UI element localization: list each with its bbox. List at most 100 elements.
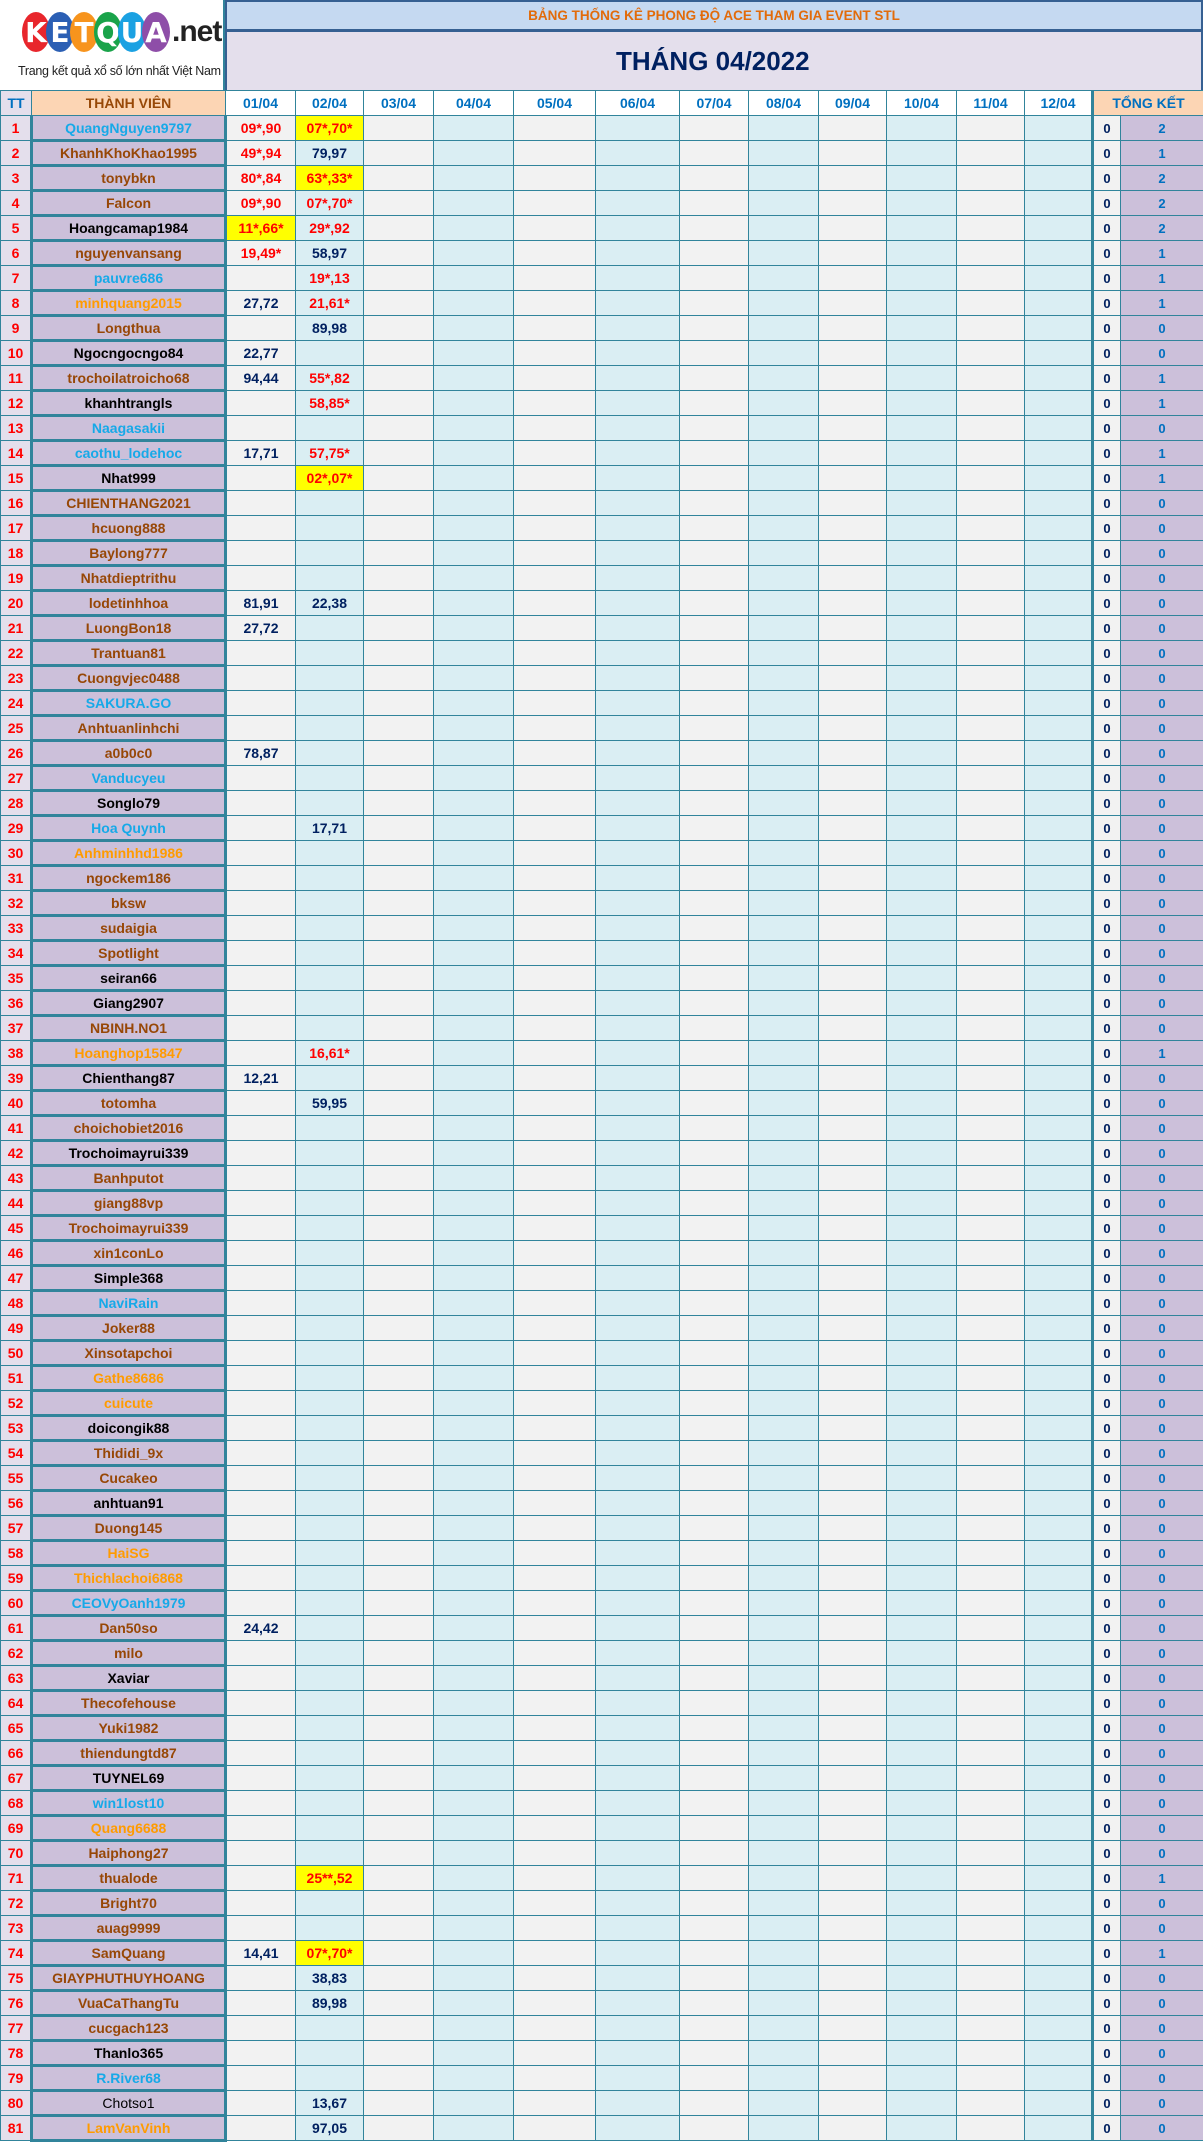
day-result-cell[interactable] — [513, 1490, 596, 1516]
member-name[interactable]: Thanlo365 — [31, 2040, 227, 2067]
day-result-cell[interactable] — [956, 1865, 1025, 1891]
day-result-cell[interactable] — [225, 715, 296, 741]
day-result-cell[interactable] — [1024, 1415, 1093, 1441]
day-result-cell[interactable] — [595, 1665, 680, 1691]
day-result-cell[interactable] — [595, 1940, 680, 1966]
day-result-cell[interactable] — [748, 840, 819, 866]
day-result-cell[interactable] — [595, 1490, 680, 1516]
day-result-cell[interactable] — [225, 565, 296, 591]
day-result-cell[interactable] — [679, 765, 749, 791]
day-result-cell[interactable] — [1024, 2065, 1093, 2091]
day-result-cell[interactable] — [433, 940, 514, 966]
day-result-cell[interactable] — [513, 1040, 596, 1066]
day-result-cell[interactable] — [679, 790, 749, 816]
day-result-cell[interactable] — [748, 1390, 819, 1416]
day-result-cell[interactable] — [679, 1465, 749, 1491]
day-result-cell[interactable] — [433, 1315, 514, 1341]
day-result-cell[interactable] — [363, 1290, 434, 1316]
day-result-cell[interactable] — [295, 565, 364, 591]
day-result-cell[interactable] — [363, 1540, 434, 1566]
day-result-cell[interactable] — [748, 1340, 819, 1366]
day-result-cell[interactable] — [886, 490, 957, 516]
day-result-cell[interactable] — [363, 1865, 434, 1891]
member-name[interactable]: minhquang2015 — [31, 290, 227, 317]
day-result-cell[interactable] — [886, 815, 957, 841]
day-result-cell[interactable] — [748, 1165, 819, 1191]
day-result-cell[interactable] — [433, 1090, 514, 1116]
day-result-cell[interactable] — [1024, 2090, 1093, 2116]
day-result-cell[interactable] — [818, 465, 887, 491]
day-result-cell[interactable] — [886, 1565, 957, 1591]
day-result-cell[interactable] — [295, 1165, 364, 1191]
day-result-cell[interactable] — [956, 415, 1025, 441]
day-result-cell[interactable] — [748, 1790, 819, 1816]
day-result-cell[interactable] — [595, 1515, 680, 1541]
day-result-cell[interactable] — [818, 1090, 887, 1116]
day-result-cell[interactable] — [595, 740, 680, 766]
day-result-cell[interactable] — [433, 1565, 514, 1591]
member-name[interactable]: NaviRain — [31, 1290, 227, 1317]
day-result-cell[interactable]: 55*,82 — [295, 365, 364, 391]
day-result-cell[interactable] — [679, 1440, 749, 1466]
day-result-cell[interactable] — [1024, 540, 1093, 566]
day-result-cell[interactable] — [433, 1065, 514, 1091]
day-result-cell[interactable] — [748, 2090, 819, 2116]
day-result-cell[interactable] — [679, 165, 749, 191]
day-result-cell[interactable] — [363, 215, 434, 241]
day-result-cell[interactable]: 80*,84 — [225, 165, 296, 191]
day-result-cell[interactable] — [818, 590, 887, 616]
day-result-cell[interactable] — [1024, 790, 1093, 816]
day-result-cell[interactable] — [295, 1340, 364, 1366]
day-result-cell[interactable] — [225, 1340, 296, 1366]
day-result-cell[interactable] — [886, 1490, 957, 1516]
day-result-cell[interactable] — [225, 1565, 296, 1591]
day-result-cell[interactable] — [595, 140, 680, 166]
day-result-cell[interactable] — [295, 1790, 364, 1816]
day-result-cell[interactable] — [595, 665, 680, 691]
day-result-cell[interactable] — [956, 165, 1025, 191]
day-result-cell[interactable] — [513, 1165, 596, 1191]
day-result-cell[interactable] — [513, 2090, 596, 2116]
day-result-cell[interactable] — [1024, 340, 1093, 366]
day-result-cell[interactable] — [225, 1790, 296, 1816]
day-result-cell[interactable] — [225, 790, 296, 816]
day-result-cell[interactable] — [295, 1915, 364, 1941]
day-result-cell[interactable] — [886, 240, 957, 266]
day-result-cell[interactable] — [225, 665, 296, 691]
member-name[interactable]: thiendungtd87 — [31, 1740, 227, 1767]
day-result-cell[interactable] — [956, 1590, 1025, 1616]
day-result-cell[interactable] — [679, 1840, 749, 1866]
day-result-cell[interactable] — [595, 1690, 680, 1716]
day-result-cell[interactable] — [818, 1265, 887, 1291]
day-result-cell[interactable] — [748, 1115, 819, 1141]
day-result-cell[interactable] — [886, 890, 957, 916]
day-result-cell[interactable] — [1024, 215, 1093, 241]
day-result-cell[interactable] — [225, 1465, 296, 1491]
day-result-cell[interactable] — [956, 1390, 1025, 1416]
day-result-cell[interactable] — [225, 315, 296, 341]
member-name[interactable]: Banhputot — [31, 1165, 227, 1192]
day-result-cell[interactable] — [818, 1590, 887, 1616]
member-name[interactable]: Anhtuanlinhchi — [31, 715, 227, 742]
day-result-cell[interactable] — [956, 1265, 1025, 1291]
day-result-cell[interactable] — [363, 665, 434, 691]
day-result-cell[interactable] — [679, 2040, 749, 2066]
day-result-cell[interactable] — [513, 815, 596, 841]
day-result-cell[interactable] — [886, 940, 957, 966]
day-result-cell[interactable] — [886, 765, 957, 791]
day-result-cell[interactable] — [363, 465, 434, 491]
day-result-cell[interactable] — [1024, 1765, 1093, 1791]
day-result-cell[interactable]: 24,42 — [225, 1615, 296, 1641]
day-result-cell[interactable] — [225, 1440, 296, 1466]
day-result-cell[interactable] — [886, 465, 957, 491]
day-result-cell[interactable] — [513, 1590, 596, 1616]
day-result-cell[interactable] — [818, 390, 887, 416]
day-result-cell[interactable] — [595, 615, 680, 641]
day-result-cell[interactable] — [818, 1065, 887, 1091]
day-result-cell[interactable] — [363, 1665, 434, 1691]
day-result-cell[interactable] — [1024, 165, 1093, 191]
day-result-cell[interactable] — [956, 665, 1025, 691]
day-result-cell[interactable] — [886, 590, 957, 616]
day-result-cell[interactable] — [886, 1615, 957, 1641]
day-result-cell[interactable] — [818, 315, 887, 341]
